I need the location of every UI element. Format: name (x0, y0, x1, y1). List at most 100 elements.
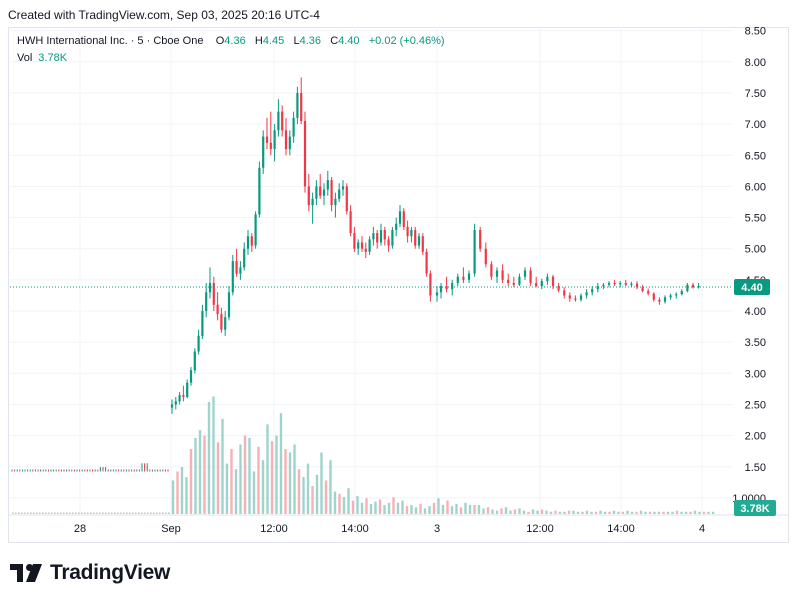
candle (647, 291, 650, 294)
volume-bar (374, 501, 377, 514)
volume-bar (500, 508, 503, 514)
volume-bar (180, 466, 184, 514)
volume-bar (477, 505, 481, 514)
candle (349, 211, 352, 234)
candle (357, 242, 360, 249)
volume-bar (396, 502, 400, 514)
volume-bar (639, 510, 643, 514)
volume-bar (468, 505, 472, 514)
volume-bar (428, 506, 431, 514)
volume-bar (72, 512, 74, 514)
candle (186, 382, 189, 397)
volume-bar (120, 512, 122, 514)
volume-bar (680, 511, 683, 514)
volume-bar (84, 512, 86, 514)
volume-bar (369, 503, 373, 514)
volume-bar (102, 512, 104, 514)
volume-bar (657, 511, 661, 514)
candle (231, 261, 234, 293)
volume-bar (437, 498, 440, 514)
volume-bar (644, 511, 647, 514)
volume-bar (603, 511, 607, 514)
volume-label: Vol (17, 52, 33, 64)
high-label: H (254, 35, 263, 47)
candle (456, 276, 459, 283)
tradingview-logo-text: TradingView (50, 561, 171, 584)
volume-badge: 3.78K (740, 503, 769, 515)
volume-bar (293, 444, 296, 514)
chart-frame[interactable] (8, 27, 789, 543)
candle (445, 286, 448, 290)
volume-bar (513, 509, 517, 514)
volume-bar (221, 418, 224, 514)
y-tick-label: 2.50 (745, 399, 766, 411)
candle (353, 233, 356, 249)
volume-bar (171, 480, 175, 514)
candle (619, 282, 622, 285)
volume-bar (311, 486, 314, 514)
volume-bar (198, 430, 202, 514)
tradingview-logo[interactable]: TradingView (10, 561, 170, 585)
candle (501, 270, 504, 280)
volume-bar (234, 469, 238, 514)
candle (473, 230, 476, 274)
volume-bar (392, 497, 395, 514)
candle (182, 395, 185, 397)
volume-bar (527, 511, 530, 514)
volume-bar (662, 511, 665, 514)
volume-bar (585, 510, 589, 514)
candle (669, 295, 672, 298)
candle (421, 236, 424, 252)
volume-bar (495, 510, 499, 514)
candle (406, 226, 409, 237)
candle (383, 230, 386, 240)
candle (398, 211, 402, 224)
candle (319, 186, 322, 196)
candles (11, 77, 700, 472)
candle (624, 282, 627, 285)
volume-bar (545, 510, 548, 514)
volume-bar (693, 510, 697, 514)
volume-bar (156, 512, 158, 514)
volume-bar (329, 460, 332, 514)
volume-bar (176, 471, 179, 514)
candle (379, 230, 383, 243)
x-tick-label: 14:00 (607, 523, 635, 535)
low-value: 4.36 (299, 35, 321, 47)
volume-bar (432, 502, 436, 514)
volume-bar (207, 402, 211, 514)
candle (322, 189, 326, 196)
candle (697, 286, 700, 288)
volume-bar (689, 511, 692, 514)
candle (686, 284, 689, 292)
candle (596, 286, 599, 290)
candle (551, 276, 555, 287)
volume-bar (138, 512, 140, 514)
y-tick-label: 5.00 (745, 244, 766, 256)
volume-bar (324, 480, 328, 514)
volume-bar (42, 512, 44, 514)
x-tick-label: 4 (699, 523, 705, 535)
candle (630, 283, 633, 285)
symbol-info[interactable]: HWH International Inc. · 5 · Cboe One (17, 35, 204, 47)
candle (368, 239, 371, 252)
candle (663, 297, 667, 302)
low-label: L (293, 35, 300, 47)
candle (334, 198, 337, 206)
candle (507, 279, 510, 283)
volume-bar (279, 413, 283, 514)
candle (315, 186, 318, 199)
candle (484, 248, 487, 265)
volume-badge-bg (734, 500, 776, 516)
candle (224, 317, 227, 330)
grid (10, 27, 733, 514)
candle (330, 180, 333, 206)
volume-bar (87, 512, 89, 514)
candle (635, 283, 639, 288)
candle (170, 404, 174, 408)
volume-bar (203, 435, 206, 514)
candle (557, 286, 560, 291)
volume-bar (441, 505, 445, 514)
volume-bar (212, 396, 215, 514)
